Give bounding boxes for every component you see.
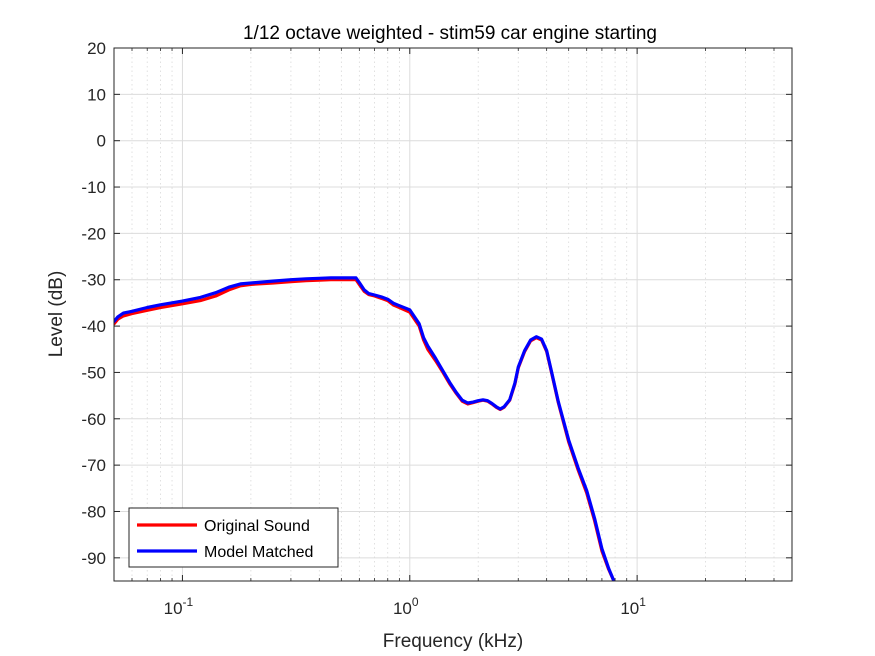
x-tick-label: 101 [620,595,646,618]
y-tick-label: -10 [81,178,106,197]
legend-box [128,507,339,568]
legend-label: Original Sound [204,518,310,535]
legend: Original Sound Model Matched [128,507,339,568]
x-tick-label: 10-1 [164,595,194,618]
series-layer [114,276,616,581]
y-axis-title: Level (dB) [46,271,67,358]
series-line-model-matched [114,276,616,581]
y-tick-label: 20 [87,39,106,58]
axes-background [114,48,792,581]
y-tick-label: -70 [81,456,106,475]
y-tick-label: -60 [81,410,106,429]
chart-title: 1/12 octave weighted - stim59 car engine… [243,23,657,44]
y-tick-label: -40 [81,317,106,336]
ticks-layer [114,47,792,581]
axes-box [113,47,793,582]
y-tick-label: -80 [81,502,106,521]
labels-layer: 10-1 100 10120100-10-20-30-40-50-60-70-80-… [81,39,646,618]
x-tick-label-base: 10 [393,599,412,618]
legend-label: Model Matched [204,544,313,561]
y-tick-label: 0 [97,132,106,151]
y-tick-label: 10 [87,85,106,104]
y-tick-label: -30 [81,271,106,290]
x-tick-label-exponent: 0 [412,595,419,609]
x-tick-label-base: 10 [164,599,183,618]
x-tick-label-exponent: 1 [639,595,646,609]
plot-area [113,47,793,582]
x-tick-label-base: 10 [620,599,639,618]
y-tick-label: -20 [81,224,106,243]
y-tick-label: -50 [81,363,106,382]
x-tick-label: 100 [393,595,419,618]
y-tick-label: -90 [81,549,106,568]
x-axis-title: Frequency (kHz) [383,631,523,652]
x-tick-label-exponent: -1 [183,595,194,609]
